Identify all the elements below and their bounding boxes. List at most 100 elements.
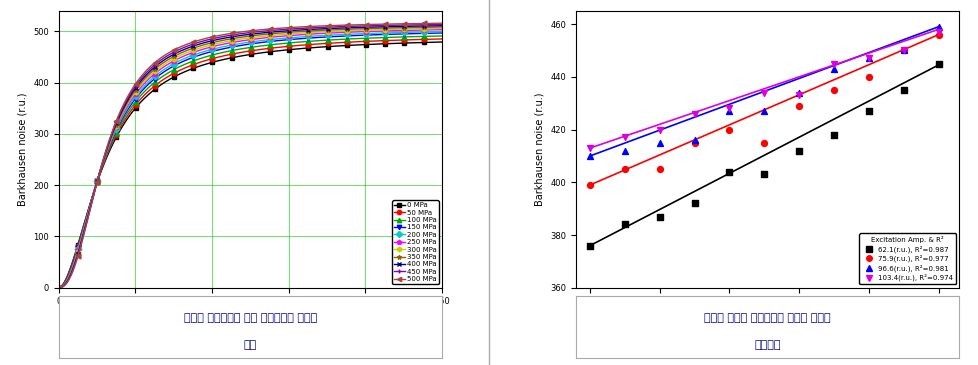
Point <box>895 47 911 53</box>
Line: 150 MPa: 150 MPa <box>57 31 444 290</box>
Point <box>651 166 667 172</box>
Line: 400 MPa: 400 MPa <box>57 23 444 290</box>
Legend: 0 MPa, 50 MPa, 100 MPa, 150 MPa, 200 MPa, 250 MPa, 300 MPa, 350 MPa, 400 MPa, 45: 0 MPa, 50 MPa, 100 MPa, 150 MPa, 200 MPa… <box>392 200 438 284</box>
300 MPa <box>367 28 378 32</box>
400 MPa <box>281 28 292 33</box>
Point <box>756 140 772 146</box>
150 MPa <box>260 40 272 44</box>
200 MPa <box>367 31 378 35</box>
Point <box>895 87 911 93</box>
Point <box>616 148 632 154</box>
500 MPa <box>237 30 248 34</box>
0 MPa <box>260 50 272 54</box>
Point <box>721 108 736 114</box>
Line: 100 MPa: 100 MPa <box>57 34 444 290</box>
400 MPa <box>53 285 65 290</box>
Line: 0 MPa: 0 MPa <box>57 39 444 290</box>
Point <box>825 132 841 138</box>
250 MPa <box>260 35 272 40</box>
Point <box>790 92 806 98</box>
150 MPa <box>53 285 65 290</box>
400 MPa <box>435 23 447 28</box>
Line: 450 MPa: 450 MPa <box>57 22 444 290</box>
250 MPa <box>237 38 248 43</box>
500 MPa <box>53 285 65 290</box>
300 MPa <box>53 285 65 290</box>
Point <box>582 145 598 151</box>
Y-axis label: Barkhausen noise (r.u.): Barkhausen noise (r.u.) <box>534 93 545 206</box>
Line: 200 MPa: 200 MPa <box>57 29 444 290</box>
Point <box>756 172 772 177</box>
500 MPa <box>367 22 378 27</box>
100 MPa <box>237 46 248 51</box>
100 MPa <box>53 285 65 290</box>
Point <box>582 182 598 188</box>
300 MPa <box>435 26 447 31</box>
300 MPa <box>281 32 292 36</box>
250 MPa <box>235 39 246 43</box>
350 MPa <box>235 35 246 39</box>
350 MPa <box>435 25 447 29</box>
50 MPa <box>367 39 378 43</box>
Point <box>895 47 911 53</box>
Point <box>790 148 806 154</box>
400 MPa <box>426 24 438 28</box>
100 MPa <box>281 41 292 45</box>
Point <box>790 103 806 109</box>
Point <box>860 55 875 61</box>
Point <box>860 55 875 61</box>
500 MPa <box>235 30 246 34</box>
50 MPa <box>237 50 248 54</box>
350 MPa <box>260 32 272 36</box>
0 MPa <box>367 42 378 46</box>
Point <box>930 61 946 66</box>
Line: 250 MPa: 250 MPa <box>57 27 444 290</box>
Point <box>756 108 772 114</box>
500 MPa <box>435 21 447 26</box>
350 MPa <box>426 25 438 29</box>
150 MPa <box>281 38 292 42</box>
500 MPa <box>260 27 272 31</box>
200 MPa <box>281 36 292 40</box>
400 MPa <box>237 33 248 37</box>
350 MPa <box>53 285 65 290</box>
Text: 시편의 응력과 바크하우젠 노이즈 사이의: 시편의 응력과 바크하우젠 노이즈 사이의 <box>704 313 830 323</box>
Point <box>687 140 702 146</box>
350 MPa <box>367 26 378 31</box>
250 MPa <box>281 34 292 38</box>
X-axis label: Excitation Amplitude (r.u.): Excitation Amplitude (r.u.) <box>186 312 314 322</box>
200 MPa <box>237 41 248 45</box>
Point <box>721 169 736 175</box>
Point <box>895 47 911 53</box>
Point <box>860 74 875 80</box>
150 MPa <box>235 43 246 48</box>
Point <box>860 108 875 114</box>
400 MPa <box>260 30 272 35</box>
Point <box>825 61 841 66</box>
150 MPa <box>237 43 248 47</box>
50 MPa <box>235 50 246 55</box>
Point <box>687 200 702 206</box>
450 MPa <box>426 22 438 27</box>
Point <box>930 29 946 35</box>
200 MPa <box>426 30 438 34</box>
100 MPa <box>235 47 246 51</box>
500 MPa <box>426 21 438 26</box>
Point <box>756 90 772 96</box>
Point <box>687 111 702 117</box>
450 MPa <box>260 29 272 33</box>
Point <box>651 214 667 219</box>
Line: 500 MPa: 500 MPa <box>57 21 444 290</box>
Point <box>825 87 841 93</box>
450 MPa <box>237 31 248 36</box>
100 MPa <box>426 34 438 38</box>
400 MPa <box>235 33 246 38</box>
100 MPa <box>367 36 378 40</box>
Text: 상관관계: 상관관계 <box>754 341 780 350</box>
50 MPa <box>53 285 65 290</box>
Point <box>721 105 736 111</box>
50 MPa <box>426 37 438 41</box>
300 MPa <box>260 34 272 38</box>
Point <box>582 153 598 159</box>
Point <box>651 127 667 132</box>
